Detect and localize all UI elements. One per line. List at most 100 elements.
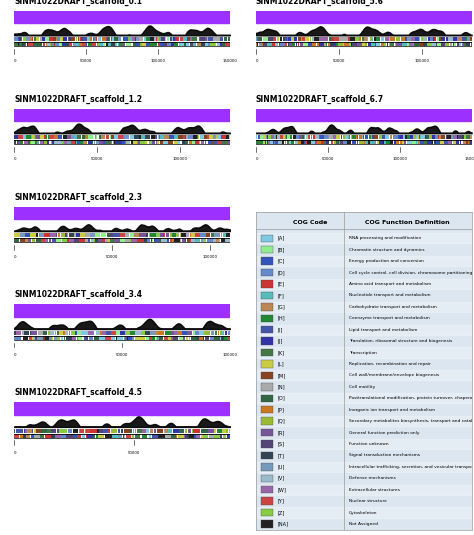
Bar bbox=[150, 331, 155, 335]
Bar bbox=[28, 140, 30, 144]
Bar bbox=[97, 42, 98, 47]
Bar bbox=[277, 135, 280, 140]
Bar bbox=[145, 140, 147, 144]
Bar bbox=[165, 434, 171, 438]
Bar bbox=[151, 238, 152, 242]
Bar bbox=[60, 37, 63, 42]
Text: 100000: 100000 bbox=[222, 353, 237, 357]
Text: 0: 0 bbox=[14, 255, 17, 259]
Bar bbox=[191, 37, 192, 42]
Bar bbox=[271, 135, 274, 140]
Bar bbox=[328, 140, 329, 144]
Bar bbox=[128, 37, 129, 42]
Bar bbox=[129, 42, 131, 47]
Bar bbox=[285, 135, 286, 140]
Bar bbox=[215, 42, 217, 47]
Bar bbox=[306, 135, 308, 140]
Bar bbox=[224, 336, 228, 340]
Bar bbox=[155, 140, 157, 144]
Bar bbox=[75, 42, 79, 47]
Bar bbox=[219, 434, 222, 438]
Text: Coenzyme transport and metabolism: Coenzyme transport and metabolism bbox=[349, 316, 429, 320]
Bar bbox=[125, 135, 129, 140]
Bar bbox=[333, 135, 336, 140]
Bar bbox=[66, 42, 69, 47]
Bar bbox=[100, 233, 106, 238]
Text: [A]: [A] bbox=[278, 236, 285, 241]
Bar bbox=[109, 135, 111, 140]
Bar bbox=[137, 140, 138, 144]
Bar bbox=[124, 434, 125, 438]
Text: 50000: 50000 bbox=[128, 451, 140, 455]
Bar bbox=[285, 42, 287, 47]
Bar bbox=[256, 348, 472, 357]
Bar bbox=[310, 37, 311, 42]
Text: Energy production and conversion: Energy production and conversion bbox=[349, 259, 424, 263]
Bar bbox=[213, 37, 217, 42]
Bar bbox=[131, 140, 133, 144]
Bar bbox=[280, 135, 283, 140]
Bar bbox=[176, 434, 177, 438]
Bar bbox=[261, 257, 273, 265]
Bar bbox=[311, 37, 314, 42]
Bar bbox=[391, 37, 395, 42]
Bar bbox=[25, 238, 27, 242]
Bar bbox=[274, 140, 275, 144]
Bar bbox=[261, 280, 273, 288]
Text: [E]: [E] bbox=[278, 281, 284, 286]
Bar bbox=[275, 42, 278, 47]
Bar bbox=[441, 135, 446, 140]
Bar bbox=[102, 331, 106, 335]
Bar bbox=[92, 140, 93, 144]
Bar bbox=[24, 429, 25, 433]
Bar bbox=[201, 238, 203, 242]
Bar bbox=[223, 434, 226, 438]
Bar bbox=[256, 439, 472, 449]
Bar bbox=[96, 37, 98, 42]
Bar bbox=[213, 135, 216, 140]
Bar bbox=[183, 37, 187, 42]
Bar bbox=[276, 135, 277, 140]
Bar bbox=[102, 238, 105, 242]
Bar bbox=[197, 336, 199, 340]
Bar bbox=[167, 37, 169, 42]
Bar bbox=[199, 37, 200, 42]
Bar bbox=[164, 140, 168, 144]
Bar bbox=[329, 135, 333, 140]
Bar bbox=[207, 37, 209, 42]
Bar bbox=[256, 37, 257, 42]
Bar bbox=[56, 37, 57, 42]
Bar bbox=[118, 140, 119, 144]
Bar bbox=[184, 429, 187, 433]
Bar bbox=[205, 37, 207, 42]
Bar bbox=[69, 233, 74, 238]
Bar bbox=[22, 42, 25, 47]
Bar bbox=[154, 429, 156, 433]
Bar bbox=[347, 140, 351, 144]
Bar bbox=[174, 238, 180, 242]
Bar bbox=[303, 42, 308, 47]
Bar bbox=[32, 135, 34, 140]
Bar bbox=[89, 135, 93, 140]
Bar bbox=[192, 336, 197, 340]
Bar bbox=[150, 42, 154, 47]
Bar bbox=[36, 135, 40, 140]
Bar bbox=[141, 331, 145, 335]
Bar bbox=[113, 140, 114, 144]
Bar bbox=[62, 238, 67, 242]
Bar bbox=[189, 140, 191, 144]
Bar bbox=[90, 233, 95, 238]
Text: Carbohydrate transport and metabolism: Carbohydrate transport and metabolism bbox=[349, 305, 437, 309]
Text: 0: 0 bbox=[256, 59, 258, 63]
Bar bbox=[261, 246, 273, 254]
Bar bbox=[384, 140, 386, 144]
Bar bbox=[296, 135, 299, 140]
Bar bbox=[415, 37, 419, 42]
Bar bbox=[186, 336, 189, 340]
Bar bbox=[261, 292, 273, 299]
Bar bbox=[407, 140, 410, 144]
Bar bbox=[432, 135, 435, 140]
Text: 100000: 100000 bbox=[414, 59, 429, 63]
Bar bbox=[184, 42, 186, 47]
Bar bbox=[300, 42, 302, 47]
